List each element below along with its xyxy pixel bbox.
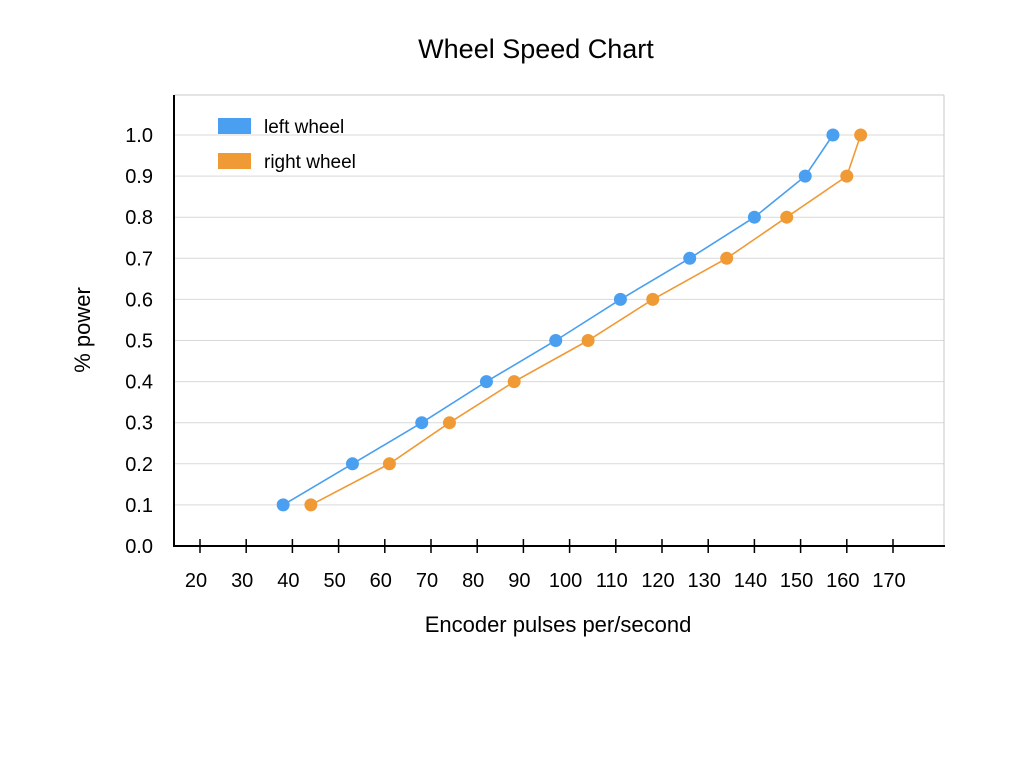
data-point-left-wheel bbox=[479, 375, 493, 389]
data-point-right-wheel bbox=[581, 334, 595, 347]
x-tick-label: 70 bbox=[416, 570, 438, 592]
series-left-wheel bbox=[276, 128, 840, 512]
x-tick-label: 130 bbox=[688, 570, 721, 592]
data-point-right-wheel bbox=[382, 457, 396, 471]
x-tick-label: 80 bbox=[462, 570, 484, 592]
y-tick-label: 0.8 bbox=[125, 207, 153, 229]
y-tick-label: 0.3 bbox=[125, 413, 153, 435]
data-point-left-wheel bbox=[747, 210, 761, 224]
data-point-left-wheel bbox=[683, 251, 697, 265]
data-point-right-wheel bbox=[646, 292, 660, 306]
data-point-left-wheel bbox=[276, 498, 290, 512]
legend-label-left-wheel: left wheel bbox=[264, 117, 344, 138]
data-point-right-wheel bbox=[442, 416, 456, 430]
y-tick-label: 0.9 bbox=[125, 166, 153, 188]
x-tick-label: 20 bbox=[185, 570, 207, 592]
y-tick-label: 0.7 bbox=[125, 248, 153, 270]
legend-label-right-wheel: right wheel bbox=[264, 152, 356, 173]
y-axis-label: % power bbox=[70, 287, 95, 373]
legend: left wheel right wheel bbox=[218, 117, 356, 173]
chart-title: Wheel Speed Chart bbox=[418, 34, 654, 64]
x-tick-label: 90 bbox=[508, 570, 530, 592]
data-point-left-wheel bbox=[549, 334, 563, 347]
x-tick-label: 120 bbox=[641, 570, 674, 592]
data-point-right-wheel bbox=[507, 375, 521, 389]
y-axis-ticks: 0.0 0.1 0.2 0.3 0.4 0.5 0.6 0.7 0.8 0.9 1.0 bbox=[125, 125, 153, 558]
y-tick-label: 0.4 bbox=[125, 372, 153, 394]
x-tick-label: 110 bbox=[596, 570, 628, 592]
x-tick-label: 50 bbox=[323, 570, 345, 592]
x-tick-label: 60 bbox=[370, 570, 392, 592]
y-tick-label: 1.0 bbox=[125, 125, 153, 147]
y-tick-label: 0.6 bbox=[125, 289, 153, 311]
data-point-right-wheel bbox=[840, 169, 854, 183]
data-point-right-wheel bbox=[780, 210, 794, 224]
series-layer bbox=[276, 128, 868, 512]
x-tick-label: 150 bbox=[780, 570, 813, 592]
y-tick-label: 0.0 bbox=[125, 536, 153, 558]
gridlines bbox=[175, 134, 944, 506]
x-tick-label: 140 bbox=[734, 570, 767, 592]
x-tick-label: 30 bbox=[231, 570, 253, 592]
legend-swatch-right-wheel bbox=[218, 153, 251, 169]
data-point-left-wheel bbox=[613, 292, 627, 306]
data-point-left-wheel bbox=[415, 416, 429, 430]
x-axis-label: Encoder pulses per/second bbox=[425, 612, 692, 637]
x-tick-label: 40 bbox=[277, 570, 299, 592]
data-point-right-wheel bbox=[304, 498, 318, 512]
data-point-left-wheel bbox=[826, 128, 840, 142]
series-line-right-wheel bbox=[310, 134, 862, 506]
series-line-left-wheel bbox=[282, 134, 834, 506]
x-tick-label: 170 bbox=[872, 570, 905, 592]
x-tick-label: 100 bbox=[549, 570, 582, 592]
series-right-wheel bbox=[304, 128, 868, 512]
data-point-right-wheel bbox=[720, 251, 734, 265]
y-tick-label: 0.1 bbox=[125, 495, 153, 517]
x-axis-ticks: 20 30 40 50 60 70 80 90 100 110 120 130 140 150 160 170 bbox=[185, 539, 906, 592]
data-point-right-wheel bbox=[854, 128, 868, 142]
x-tick-label: 160 bbox=[826, 570, 859, 592]
y-tick-label: 0.5 bbox=[125, 331, 153, 353]
legend-swatch-left-wheel bbox=[218, 118, 251, 134]
data-point-left-wheel bbox=[345, 457, 359, 471]
data-point-left-wheel bbox=[798, 169, 812, 183]
y-tick-label: 0.2 bbox=[125, 454, 153, 476]
